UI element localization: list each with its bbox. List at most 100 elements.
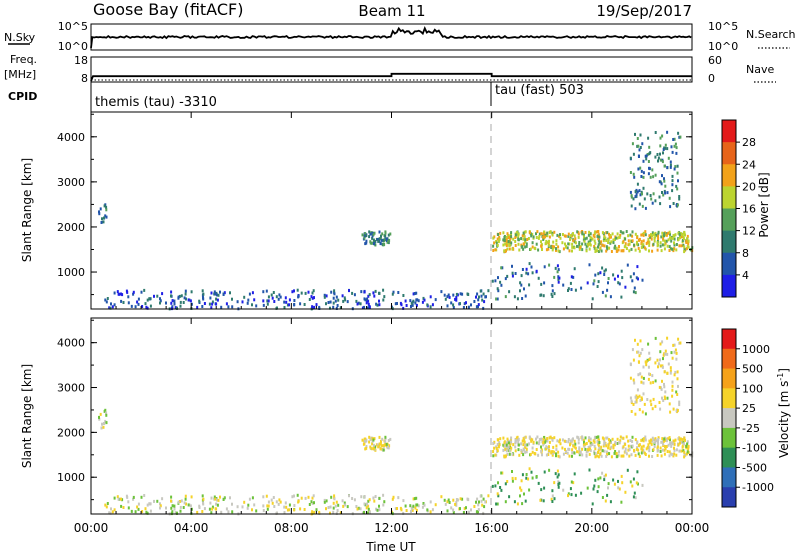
power-cell — [635, 192, 638, 196]
power-cell — [113, 303, 116, 307]
velocity-cell — [646, 446, 649, 449]
power-cell — [635, 242, 638, 246]
velocity-cell — [661, 340, 664, 344]
velocity-cell — [503, 454, 506, 458]
velocity-cell — [170, 495, 173, 499]
velocity-cell — [578, 448, 581, 452]
power-cell — [574, 237, 577, 241]
velocity-cell — [132, 497, 135, 501]
velocity-cell — [365, 445, 368, 448]
power-cell — [522, 247, 525, 251]
velocity-cell — [676, 370, 679, 374]
velocity-cell — [255, 509, 258, 513]
power-cell — [161, 292, 164, 296]
velocity-cell — [559, 442, 562, 446]
velocity-cell — [384, 440, 387, 443]
power-cell — [382, 298, 385, 302]
velocity-cell — [329, 505, 332, 509]
velocity-cell — [605, 436, 608, 440]
velocity-cell — [606, 493, 609, 497]
power-cell — [548, 235, 551, 239]
velocity-cell — [639, 339, 642, 343]
velocity-cell — [382, 493, 385, 497]
velocity-cell — [647, 377, 650, 381]
velocity-cell — [608, 438, 610, 442]
velocity-cell — [593, 450, 596, 454]
power-cell — [608, 236, 611, 240]
power-cell — [681, 239, 684, 242]
power-cell — [620, 249, 623, 253]
velocity-cell — [648, 372, 650, 376]
power-cell — [300, 291, 303, 295]
power-cell — [275, 306, 278, 310]
nsearch-label: N.Search — [746, 28, 796, 41]
velocity-cell — [179, 505, 182, 509]
velocity-cell — [668, 436, 671, 440]
velocity-cell — [262, 504, 265, 508]
velocity-cell — [596, 440, 599, 444]
velocity-cell — [612, 443, 615, 447]
power-cell — [618, 282, 621, 286]
velocity-cell — [551, 450, 554, 454]
velocity-cell — [525, 447, 528, 451]
velocity-cell — [270, 498, 273, 502]
power-cell — [652, 192, 655, 196]
power-cell — [636, 190, 639, 194]
velocity-y-label: Slant Range [km] — [20, 364, 34, 468]
velocity-cell — [549, 435, 552, 439]
power-cell — [344, 298, 347, 302]
power-cell — [283, 306, 286, 309]
power-cell — [535, 232, 537, 236]
power-cell — [434, 298, 437, 302]
velocity-cell — [618, 487, 621, 491]
power-cell — [673, 144, 676, 148]
velocity-cell — [565, 450, 567, 454]
power-cell — [677, 179, 679, 183]
power-cell — [529, 247, 532, 251]
power-cell — [149, 304, 152, 308]
velocity-cell — [496, 442, 499, 446]
power-cell — [183, 296, 186, 300]
power-cell — [638, 148, 641, 152]
velocity-cell — [346, 505, 349, 509]
velocity-cell — [676, 377, 679, 381]
velocity-cell — [635, 398, 638, 402]
power-cell — [216, 298, 219, 302]
power-cell — [378, 291, 381, 295]
nave-right-tick-top: 60 — [708, 54, 722, 67]
velocity-cell — [492, 442, 495, 445]
velocity-cell — [544, 440, 547, 444]
power-cell — [661, 243, 664, 247]
velocity-cell — [567, 494, 569, 498]
velocity-cell — [351, 497, 354, 500]
velocity-cell — [505, 449, 508, 453]
power-cell — [641, 142, 644, 146]
power-cell — [494, 279, 497, 283]
power-cell — [215, 297, 218, 301]
power-cell — [607, 281, 609, 285]
velocity-cell — [629, 362, 632, 366]
power-scale-swatch — [722, 186, 736, 209]
power-cell — [580, 286, 583, 290]
power-cell — [599, 271, 602, 275]
power-cell — [655, 233, 658, 237]
velocity-cell — [503, 441, 506, 445]
power-cell — [607, 238, 610, 242]
power-cell — [660, 182, 663, 186]
velocity-cell — [676, 393, 679, 396]
power-cell — [524, 240, 527, 243]
power-cell — [528, 231, 531, 234]
power-cell — [651, 234, 654, 238]
power-cell — [663, 164, 666, 168]
power-cell — [659, 136, 662, 140]
power-cell — [612, 238, 615, 242]
power-cell — [569, 281, 572, 285]
power-cell — [117, 292, 120, 296]
power-cell — [604, 268, 607, 272]
velocity-cell — [213, 497, 216, 501]
velocity-cell — [667, 443, 670, 447]
velocity-cell — [637, 360, 640, 364]
velocity-cell — [251, 508, 253, 512]
power-cell — [505, 241, 508, 244]
power-cell — [177, 295, 180, 299]
